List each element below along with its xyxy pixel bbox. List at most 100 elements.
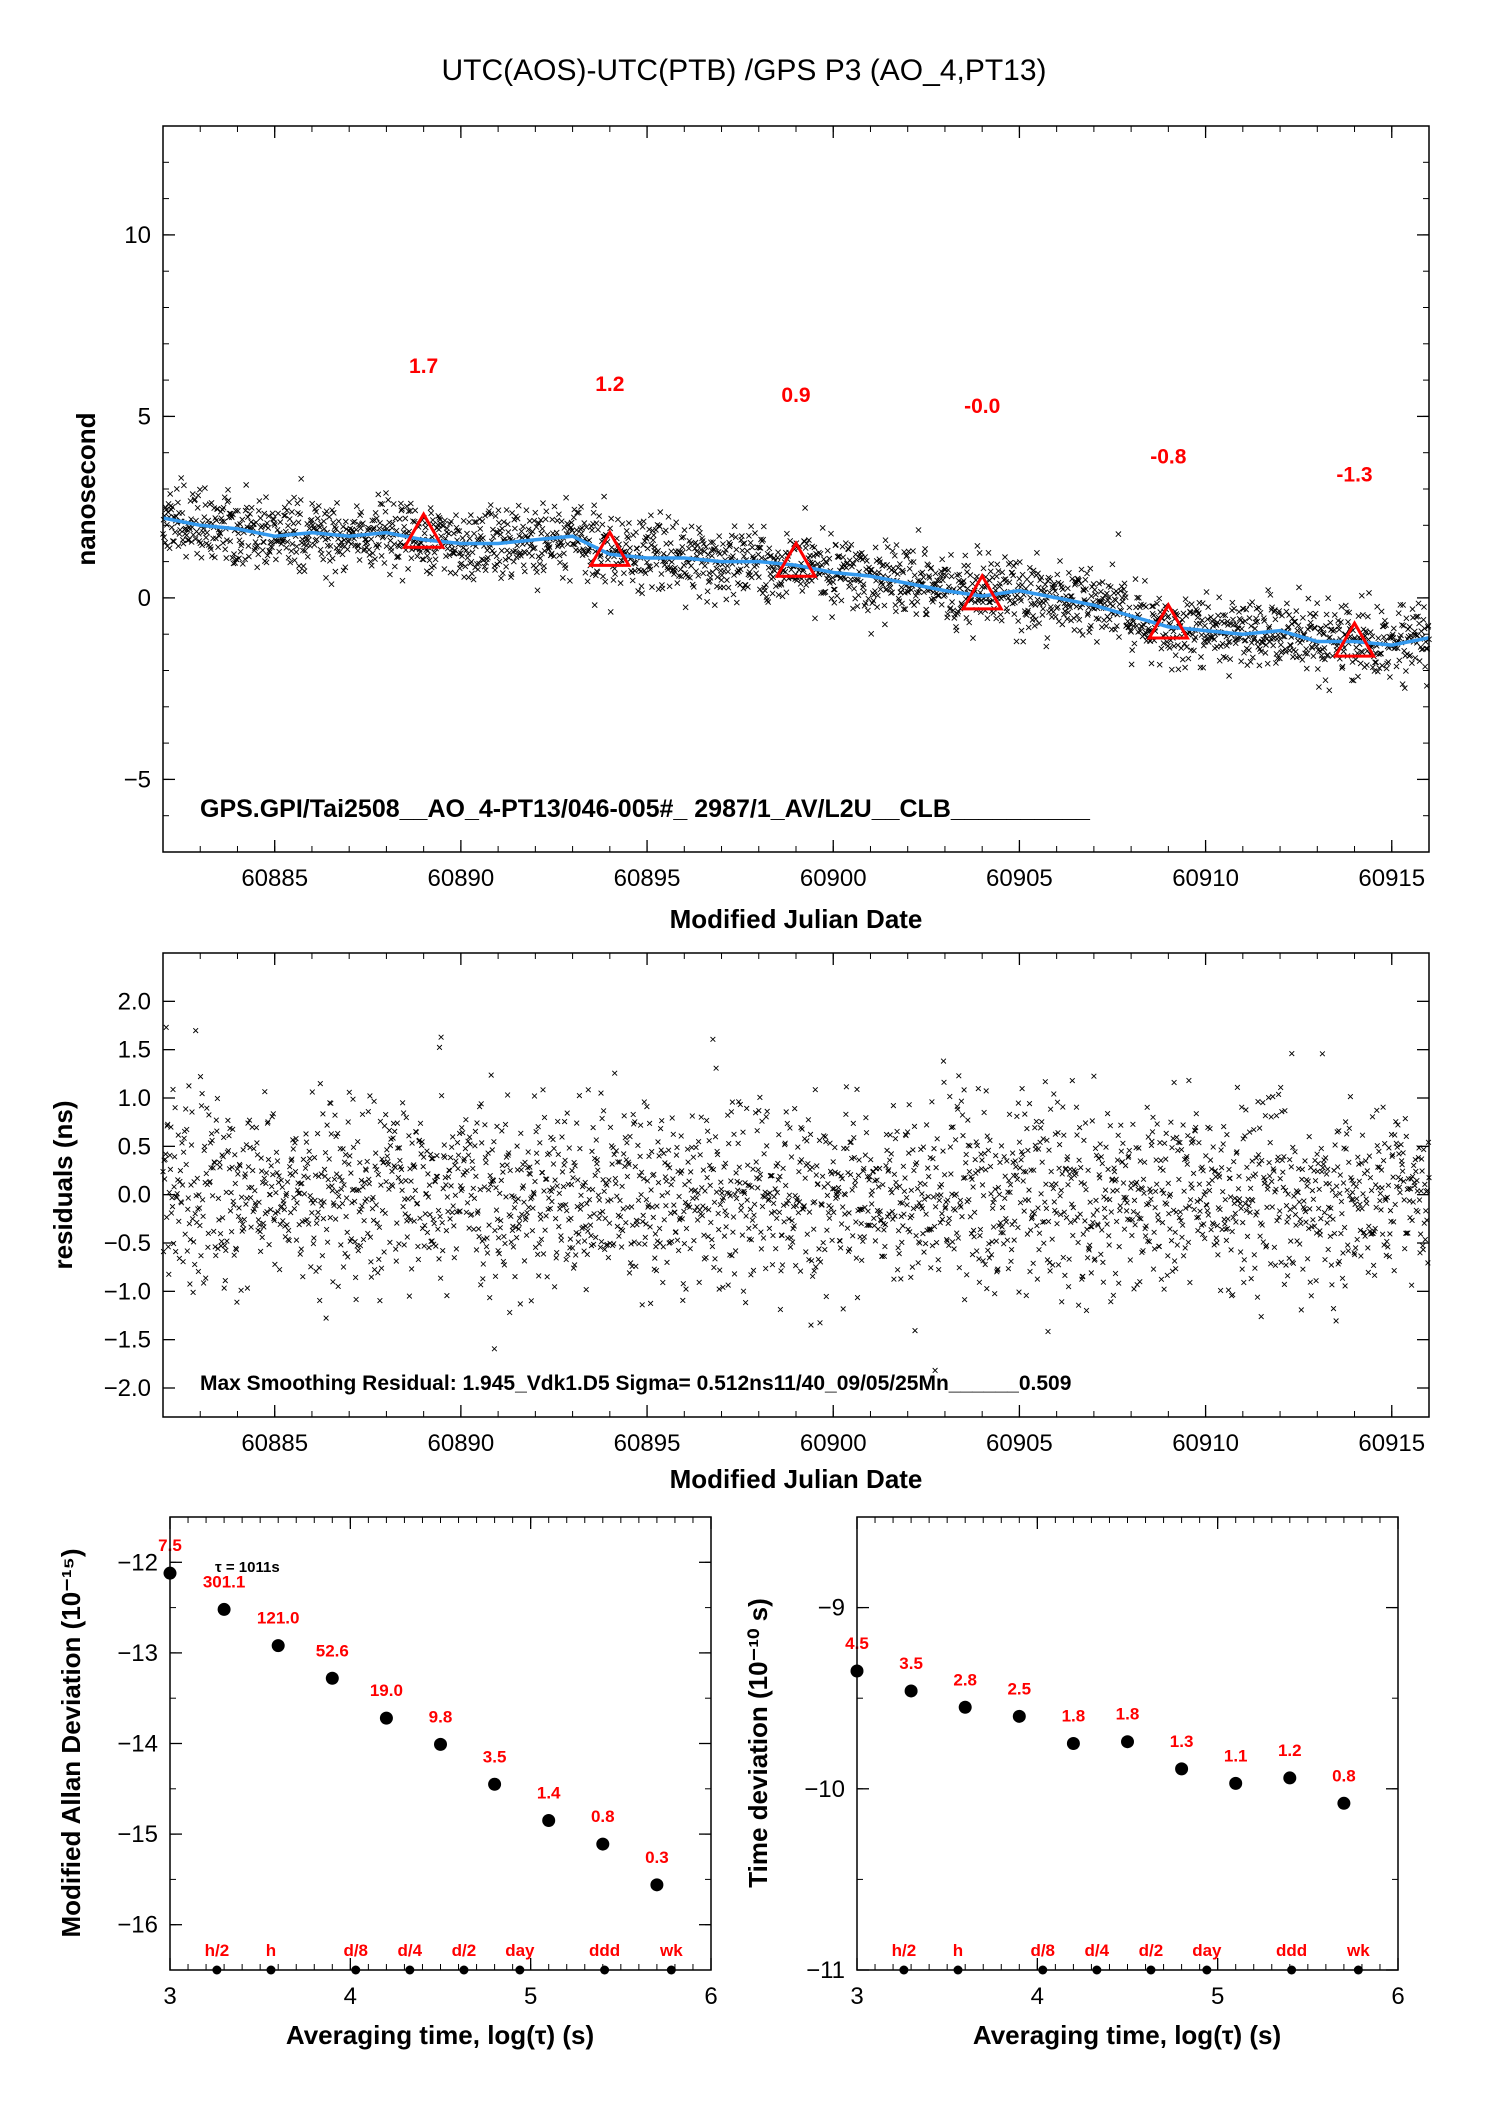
main-data-point (688, 562, 695, 569)
main-data-point (584, 578, 591, 585)
residual-data-point (223, 1189, 230, 1196)
main-data-point (1274, 655, 1281, 662)
residual-data-point (274, 1158, 281, 1164)
residual-data-point (931, 1223, 938, 1230)
main-data-point (466, 519, 473, 526)
residual-data-point (1152, 1204, 1158, 1211)
main-data-point (1383, 665, 1390, 672)
main-data-point (1154, 600, 1160, 607)
main-data-point (868, 566, 875, 573)
residual-data-point (434, 1173, 441, 1180)
residual-data-point (404, 1234, 411, 1240)
residual-data-point (264, 1208, 270, 1215)
main-data-point (1250, 636, 1257, 643)
residual-data-point (341, 1182, 347, 1188)
residual-data-point (784, 1120, 791, 1127)
residual-data-point (1285, 1191, 1291, 1197)
residual-data-point (1014, 1176, 1021, 1183)
main-data-point (743, 562, 750, 569)
main-data-point (650, 537, 657, 544)
main-data-point (317, 546, 324, 553)
residual-data-point (803, 1249, 809, 1255)
residual-data-point (797, 1268, 804, 1274)
main-data-point (504, 521, 511, 528)
main-triangle-marker (588, 529, 632, 567)
main-data-point (221, 518, 228, 525)
residual-data-point (1022, 1111, 1028, 1117)
residual-data-point (1393, 1118, 1399, 1125)
main-data-point (716, 550, 723, 557)
residual-data-point (1287, 1238, 1294, 1244)
residual-data-point (163, 1214, 170, 1221)
main-data-point (408, 555, 415, 562)
main-data-point (994, 561, 1001, 568)
residual-data-point (589, 1186, 596, 1193)
residual-data-point (976, 1256, 982, 1262)
residual-data-point (779, 1232, 785, 1239)
main-data-point (874, 592, 881, 599)
residual-data-point (839, 1175, 845, 1182)
main-data-point (1335, 617, 1342, 624)
main-data-point (264, 520, 271, 527)
residual-data-point (419, 1225, 426, 1232)
main-data-point (1064, 585, 1071, 592)
residual-data-point (1408, 1282, 1415, 1288)
main-data-point (579, 525, 586, 532)
residual-data-point (754, 1185, 761, 1191)
main-data-point (1027, 580, 1034, 587)
residual-data-point (342, 1250, 348, 1257)
residual-data-point (554, 1118, 561, 1125)
residual-data-point (938, 1181, 945, 1188)
residual-data-point (1244, 1164, 1250, 1171)
main-data-point (943, 572, 950, 579)
main-data-point (1423, 645, 1430, 652)
main-data-point (1401, 685, 1408, 692)
residual-data-point (1241, 1257, 1248, 1263)
residual-data-point (1039, 1159, 1045, 1165)
residual-data-point (513, 1234, 520, 1241)
residual-data-point (499, 1162, 506, 1169)
main-data-point (1122, 594, 1129, 601)
residual-data-point (469, 1158, 475, 1165)
residual-data-point (1172, 1229, 1178, 1236)
residual-data-point (510, 1223, 516, 1230)
residual-data-point (931, 1145, 937, 1152)
main-data-point (332, 568, 339, 575)
residual-data-point (528, 1298, 535, 1304)
residual-data-point (1329, 1187, 1336, 1193)
residual-data-point (585, 1228, 591, 1234)
residual-data-point (587, 1213, 593, 1220)
residual-data-point (1413, 1168, 1419, 1175)
residual-data-point (710, 1036, 716, 1043)
residual-data-point (1358, 1160, 1365, 1166)
main-data-point (1394, 645, 1401, 652)
residual-data-point (742, 1180, 748, 1186)
residual-data-point (1381, 1242, 1387, 1248)
residual-data-point (1420, 1246, 1426, 1253)
residual-data-point (1053, 1181, 1059, 1187)
residual-data-point (939, 1216, 946, 1223)
residual-data-point (1191, 1206, 1197, 1213)
residual-data-point (299, 1180, 305, 1187)
residual-data-point (980, 1192, 987, 1199)
residual-data-point (1173, 1134, 1180, 1141)
main-data-point (713, 565, 720, 572)
residual-data-point (702, 1205, 709, 1212)
residual-data-point (1224, 1225, 1231, 1232)
main-data-point (1241, 649, 1247, 656)
residual-data-point (787, 1125, 793, 1131)
residual-data-point (238, 1194, 245, 1200)
main-data-point (423, 568, 430, 575)
residual-data-point (946, 1215, 953, 1222)
main-data-point (1156, 661, 1163, 668)
residual-data-point (565, 1251, 571, 1258)
main-data-point (283, 507, 290, 514)
residual-data-point (279, 1184, 286, 1190)
residual-data-point (947, 1144, 954, 1150)
main-data-point (356, 557, 363, 563)
main-data-point (1203, 589, 1210, 595)
mdev-interval-label: h/2 (205, 1941, 230, 1960)
main-data-point (855, 592, 862, 599)
residual-data-point (1290, 1144, 1296, 1151)
main-data-point (1400, 602, 1407, 608)
